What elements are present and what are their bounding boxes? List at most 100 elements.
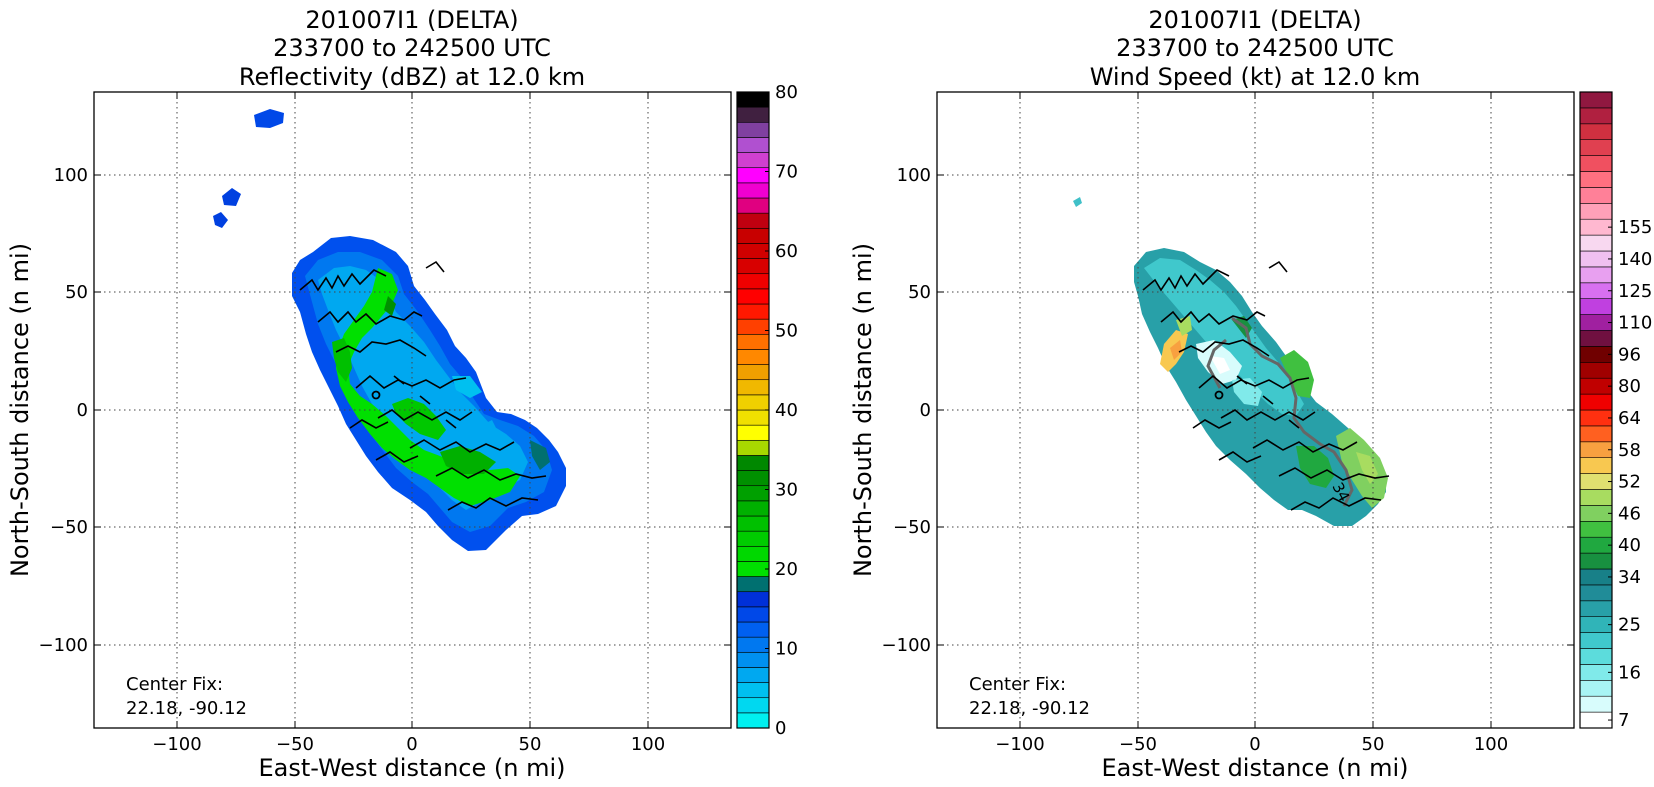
right-xlabel: East-West distance (n mi) <box>1101 754 1408 782</box>
colorbar-band <box>736 561 770 577</box>
colorbar-band <box>736 439 770 456</box>
colorbar-band <box>1579 616 1613 633</box>
colorbar-band <box>1579 711 1613 729</box>
colorbar-tick-label: 0 <box>775 718 786 739</box>
colorbar-tick-label: 80 <box>1618 376 1641 397</box>
colorbar-band <box>736 591 770 608</box>
colorbar-band <box>736 409 770 426</box>
colorbar-band <box>1579 155 1613 172</box>
colorbar-band <box>736 667 770 683</box>
left-ytick-label: 100 <box>54 165 88 186</box>
colorbar-band <box>736 606 770 623</box>
colorbar-band <box>1579 441 1613 458</box>
right-wind-barbs <box>1142 260 1390 511</box>
colorbar-band <box>736 303 770 320</box>
colorbar-tick-label: 80 <box>775 82 798 103</box>
right-colorbar: 7 16 25 34 40 46 52 58 64 80 96 110 125 140 155 <box>1579 91 1652 731</box>
colorbar-band <box>736 530 770 547</box>
right-xtick-label: 0 <box>1249 734 1260 755</box>
left-ytick-label: −100 <box>39 635 88 656</box>
colorbar-tick-label: 30 <box>775 480 798 501</box>
colorbar-band <box>1579 425 1613 443</box>
colorbar-band <box>1579 377 1613 395</box>
right-title-line-3: Wind Speed (kt) at 12.0 km <box>1090 63 1421 91</box>
colorbar-tick-label: 96 <box>1618 344 1641 365</box>
colorbar-band <box>736 273 770 290</box>
colorbar-band <box>1579 457 1613 474</box>
right-wind-speed-field: 34 <box>1073 197 1388 526</box>
colorbar-tick-label: 140 <box>1618 249 1652 270</box>
colorbar-tick-label: 7 <box>1618 710 1629 731</box>
colorbar-band <box>736 243 770 259</box>
left-ylabel: North-South distance (n mi) <box>6 243 34 577</box>
colorbar-band <box>736 182 770 199</box>
colorbar-band <box>1579 584 1613 602</box>
colorbar-band <box>736 333 770 350</box>
colorbar-band <box>1579 632 1613 649</box>
colorbar-band <box>1579 600 1613 617</box>
colorbar-band <box>1579 139 1613 156</box>
left-xlabel: East-West distance (n mi) <box>258 754 565 782</box>
left-grid <box>94 92 731 728</box>
colorbar-tick-label: 20 <box>775 559 798 580</box>
colorbar-band <box>1579 330 1613 347</box>
left-title-line-3: Reflectivity (dBZ) at 12.0 km <box>239 63 585 91</box>
colorbar-band <box>736 349 770 365</box>
right-center-fix-label: Center Fix: <box>969 674 1066 695</box>
left-xtick-label: −100 <box>152 734 201 755</box>
left-ytick-labels: −100 −50 0 50 100 <box>39 165 88 656</box>
colorbar-band <box>1579 203 1613 220</box>
right-ytick-label: 0 <box>920 400 931 421</box>
colorbar-band <box>736 651 770 668</box>
right-ytick-label: 100 <box>897 165 931 186</box>
colorbar-band <box>1579 346 1613 363</box>
colorbar-tick-label: 70 <box>775 162 798 183</box>
colorbar-band <box>1579 552 1613 570</box>
colorbar-band <box>736 121 770 138</box>
colorbar-band <box>736 318 770 335</box>
colorbar-band <box>736 227 770 244</box>
colorbar-band <box>736 106 770 123</box>
colorbar-band <box>736 394 770 411</box>
colorbar-tick-label: 25 <box>1618 615 1641 636</box>
right-grid <box>937 92 1574 728</box>
colorbar-band <box>736 485 770 502</box>
colorbar-frame <box>1579 91 1613 729</box>
right-xtick-label: 50 <box>1362 734 1385 755</box>
left-title-line-2: 233700 to 242500 UTC <box>273 34 551 62</box>
colorbar-band <box>1579 234 1613 252</box>
colorbar-band <box>736 167 770 184</box>
left-title-line-1: 201007I1 (DELTA) <box>305 6 518 34</box>
left-ytick-label: 0 <box>77 400 88 421</box>
colorbar-band <box>736 152 770 169</box>
colorbar-tick-label: 10 <box>775 639 798 660</box>
colorbar-band <box>1579 520 1613 538</box>
colorbar-tick-label: 52 <box>1618 472 1641 493</box>
left-xtick-label: 50 <box>519 734 542 755</box>
colorbar-band <box>736 470 770 487</box>
right-ylabel: North-South distance (n mi) <box>849 243 877 577</box>
colorbar-band <box>736 137 770 153</box>
colorbar-band <box>736 455 770 471</box>
colorbar-band <box>1579 393 1613 411</box>
colorbar-band <box>736 697 770 714</box>
colorbar-tick-label: 50 <box>775 321 798 342</box>
colorbar-band <box>1579 266 1613 284</box>
left-xtick-labels: −100 −50 0 50 100 <box>152 734 665 755</box>
colorbar-band <box>736 91 770 108</box>
right-xtick-label: −100 <box>995 734 1044 755</box>
colorbar-band <box>1579 536 1613 554</box>
right-tick-marks <box>937 92 1574 728</box>
left-colorbar: 0 10 20 30 40 50 60 70 80 <box>736 82 798 739</box>
colorbar-band <box>1579 282 1613 299</box>
colorbar-band <box>1579 695 1613 713</box>
left-ytick-label: −50 <box>50 517 88 538</box>
colorbar-band <box>1579 91 1613 109</box>
left-xtick-label: 0 <box>406 734 417 755</box>
colorbar-band <box>1579 505 1613 522</box>
colorbar-band <box>736 712 770 729</box>
colorbar-band <box>1579 679 1613 697</box>
colorbar-band <box>736 576 770 593</box>
colorbar-tick-label: 60 <box>775 241 798 262</box>
colorbar-band <box>736 288 770 305</box>
